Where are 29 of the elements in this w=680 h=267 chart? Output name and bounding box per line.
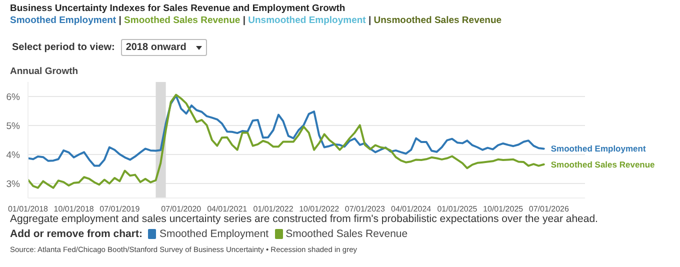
y-tick-label: 3% (6, 178, 21, 190)
dropdown-field: 2018 onward (120, 39, 207, 56)
y-tick-label: 6% (6, 92, 21, 103)
y-tick-label: 5% (6, 120, 21, 132)
x-tick-label: 10/01/2018 (54, 204, 94, 214)
chart-title: Business Uncertainty Indexes for Sales Revenue and Employment Growth (10, 3, 346, 14)
y-axis-title: Annual Growth (10, 66, 78, 77)
x-tick-label: 04/01/2024 (391, 204, 432, 214)
x-tick-label: 01/01/2018 (8, 204, 49, 214)
text: Smoothed Sales Revenue (550, 159, 655, 170)
x-tick-label: 07/01/2019 (100, 204, 140, 214)
line-series (28, 94, 545, 167)
y-tick-label: 4% (6, 150, 21, 161)
x-tick-label: 07/01/2026 (528, 204, 570, 214)
text: Select period to view: (12, 42, 115, 53)
text: Smoothed Employment (550, 144, 646, 154)
text: Aggregate employment and sales uncertainty series are constructed from firm's probabilistic expectations over the year ahead. (10, 213, 598, 225)
legend-label: Smoothed Employment (158, 228, 269, 240)
x-tick-label: 01/01/2025 (437, 204, 478, 214)
x-tick-label: 10/01/2022 (299, 204, 340, 214)
x-tick-label: 07/01/2020 (161, 204, 202, 214)
chart-subtitle: Smoothed Employment | Smoothed Sales Revenue | Unsmoothed Employment | Unsmoothed Sales Revenue (10, 15, 502, 26)
x-tick-label: 01/01/2022 (253, 204, 294, 214)
legend-title: Add or remove from chart: (10, 228, 142, 240)
x-tick-label: 07/01/2023 (344, 204, 386, 214)
x-tick-label: 10/01/2025 (483, 204, 524, 214)
x-tick-label: 04/01/2021 (207, 204, 248, 214)
line-series (28, 94, 545, 189)
legend-label: Smoothed Sales Revenue (284, 228, 408, 240)
